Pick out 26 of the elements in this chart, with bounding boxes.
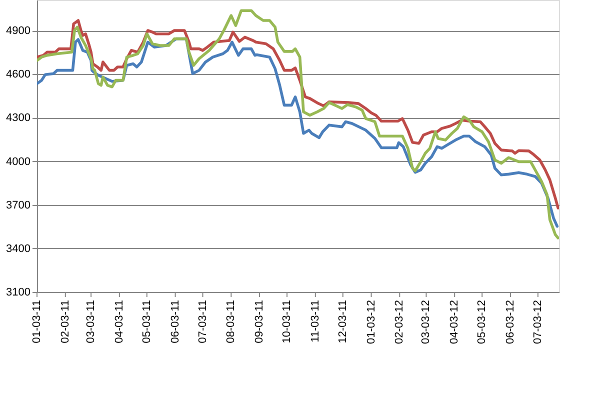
y-tick-label: 4000 — [6, 156, 30, 168]
x-tick-label: 09-03-11 — [254, 300, 266, 344]
x-tick-label: 05-03-11 — [140, 300, 153, 344]
y-tick-label: 4600 — [6, 68, 30, 81]
x-tick-label: 03-03-12 — [420, 300, 432, 344]
y-tick-label: 4300 — [6, 112, 30, 124]
x-tick-label: 01-03-12 — [365, 300, 378, 344]
x-tick-label: 02-03-11 — [59, 300, 72, 344]
x-tick-label: 05-03-12 — [476, 300, 488, 344]
x-tick-label: 04-03-11 — [113, 300, 126, 344]
x-tick-label: 02-03-12 — [394, 300, 406, 344]
y-tick-label: 3100 — [6, 286, 30, 298]
x-tick-label: 01-03-11 — [31, 300, 43, 344]
x-tick-label: 08-03-11 — [225, 300, 238, 344]
x-tick-label: 06-03-11 — [169, 300, 182, 344]
x-tick-label: 06-03-12 — [504, 300, 516, 344]
y-tick-label: 3700 — [6, 199, 30, 212]
x-tick-label: 07-03-11 — [196, 300, 209, 344]
x-tick-label: 04-03-12 — [448, 300, 461, 344]
y-tick-label: 3400 — [6, 242, 30, 255]
x-tick-label: 12-03-11 — [336, 300, 349, 344]
x-tick-label: 03-03-11 — [85, 300, 98, 344]
x-tick-label: 07-03-12 — [532, 300, 544, 344]
x-tick-label: 10-03-11 — [281, 300, 294, 344]
x-tick-label: 11-03-11 — [309, 300, 322, 342]
y-tick-label: 4900 — [6, 25, 30, 38]
